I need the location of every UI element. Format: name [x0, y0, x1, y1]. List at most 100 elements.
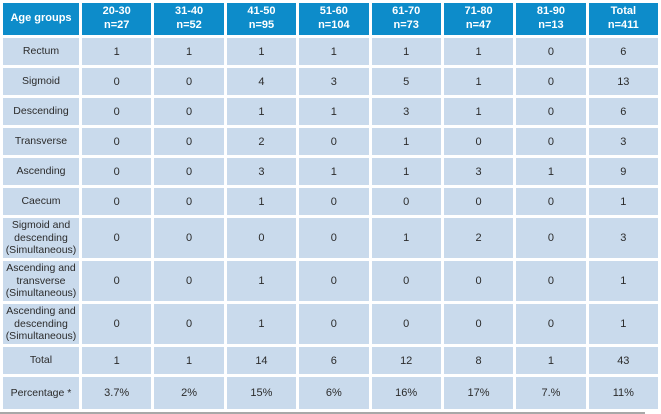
- table-row: Rectum 1 1 1 1 1 1 0 6: [3, 38, 658, 65]
- value-cell: 1: [226, 38, 297, 65]
- value-cell: 1: [299, 98, 369, 125]
- value-cell: 0: [299, 188, 369, 215]
- value-cell: 0: [154, 128, 224, 155]
- row-label-cell: Ascending: [3, 158, 79, 185]
- value-cell: 1: [371, 158, 441, 185]
- value-cell: 1: [516, 347, 586, 374]
- age-range-label: 31-40: [174, 5, 204, 18]
- header-cell-61-70: 61-70 n=73: [371, 3, 441, 35]
- value-cell: 0: [82, 188, 152, 215]
- value-cell: 3: [299, 68, 369, 95]
- header-cell-20-30: 20-30 n=27: [82, 3, 152, 35]
- value-cell: 1: [82, 38, 152, 65]
- table-row: Ascending and descending (Simultaneous) 0…: [3, 304, 658, 344]
- value-cell: 1: [371, 218, 441, 258]
- value-cell: 6: [588, 98, 658, 125]
- value-cell: 1: [226, 98, 297, 125]
- value-cell: 0: [299, 128, 369, 155]
- value-cell: 6%: [299, 377, 369, 409]
- value-cell: 6: [299, 347, 369, 374]
- header-cell-total: Total n=411: [588, 3, 658, 35]
- sample-size-label: n=27: [103, 19, 130, 31]
- sample-size-label: n=104: [318, 19, 350, 31]
- value-cell: 4: [226, 68, 297, 95]
- value-cell: 15%: [226, 377, 297, 409]
- value-cell: 0: [443, 128, 514, 155]
- header-cell-age-groups: Age groups: [3, 3, 79, 35]
- value-cell: 0: [154, 98, 224, 125]
- age-range-label: Total: [610, 5, 637, 18]
- value-cell: 0: [154, 68, 224, 95]
- value-cell: 0: [299, 304, 369, 344]
- table-row: Ascending 0 0 3 1 1 3 1 9: [3, 158, 658, 185]
- value-cell: 17%: [443, 377, 514, 409]
- value-cell: 0: [82, 261, 152, 301]
- value-cell: 0: [443, 304, 514, 344]
- value-cell: 43: [588, 347, 658, 374]
- value-cell: 0: [82, 128, 152, 155]
- value-cell: 0: [82, 68, 152, 95]
- value-cell: 6: [588, 38, 658, 65]
- value-cell: 1: [443, 38, 514, 65]
- age-range-label: 51-60: [319, 5, 348, 18]
- value-cell: 0: [154, 188, 224, 215]
- header-cell-81-90: 81-90 n=13: [516, 3, 586, 35]
- age-range-label: 20-30: [102, 5, 131, 18]
- row-label-cell: Total: [3, 347, 79, 374]
- table-row: Caecum 0 0 1 0 0 0 0 1: [3, 188, 658, 215]
- value-cell: 0: [516, 68, 586, 95]
- value-cell: 1: [82, 347, 152, 374]
- value-cell: 0: [154, 218, 224, 258]
- header-cell-71-80: 71-80 n=47: [443, 3, 514, 35]
- row-label-cell: Transverse: [3, 128, 79, 155]
- value-cell: 1: [516, 158, 586, 185]
- row-label-cell: Ascending and descending (Simultaneous): [3, 304, 79, 344]
- value-cell: 3.7%: [82, 377, 152, 409]
- age-range-label: 41-50: [247, 5, 276, 18]
- header-cell-41-50: 41-50 n=95: [226, 3, 297, 35]
- value-cell: 14: [226, 347, 297, 374]
- value-cell: 2: [443, 218, 514, 258]
- value-cell: 1: [299, 38, 369, 65]
- value-cell: 0: [516, 261, 586, 301]
- value-cell: 1: [588, 304, 658, 344]
- value-cell: 0: [516, 38, 586, 65]
- value-cell: 5: [371, 68, 441, 95]
- value-cell: 1: [154, 38, 224, 65]
- table-row: Percentage * 3.7% 2% 15% 6% 16% 17% 7.% 11%: [3, 377, 658, 409]
- value-cell: 0: [516, 304, 586, 344]
- table-body: Rectum 1 1 1 1 1 1 0 6 Sigmoid 0 0 4 3 5 1 0 13 Descending…: [3, 38, 658, 409]
- value-cell: 3: [588, 218, 658, 258]
- value-cell: 0: [516, 188, 586, 215]
- sample-size-label: n=411: [607, 19, 639, 31]
- value-cell: 0: [82, 218, 152, 258]
- table-row: Descending 0 0 1 1 3 1 0 6: [3, 98, 658, 125]
- value-cell: 0: [82, 98, 152, 125]
- value-cell: 0: [154, 261, 224, 301]
- sample-size-label: n=73: [393, 19, 419, 31]
- value-cell: 0: [443, 188, 514, 215]
- value-cell: 1: [371, 38, 441, 65]
- age-range-label: 71-80: [464, 5, 493, 18]
- sample-size-label: n=52: [176, 19, 202, 31]
- value-cell: 0: [443, 261, 514, 301]
- value-cell: 9: [588, 158, 658, 185]
- value-cell: 1: [588, 261, 658, 301]
- value-cell: 0: [82, 158, 152, 185]
- value-cell: 1: [443, 68, 514, 95]
- table-row: Ascending and transverse (Simultaneous) 0…: [3, 261, 658, 301]
- value-cell: 7.%: [516, 377, 586, 409]
- value-cell: 11%: [588, 377, 658, 409]
- row-label-cell: Caecum: [3, 188, 79, 215]
- value-cell: 1: [226, 188, 297, 215]
- table-row: Sigmoid 0 0 4 3 5 1 0 13: [3, 68, 658, 95]
- age-range-label: 61-70: [392, 5, 421, 18]
- value-cell: 13: [588, 68, 658, 95]
- value-cell: 0: [154, 158, 224, 185]
- header-cell-51-60: 51-60 n=104: [299, 3, 369, 35]
- value-cell: 0: [516, 218, 586, 258]
- value-cell: 0: [371, 304, 441, 344]
- value-cell: 8: [443, 347, 514, 374]
